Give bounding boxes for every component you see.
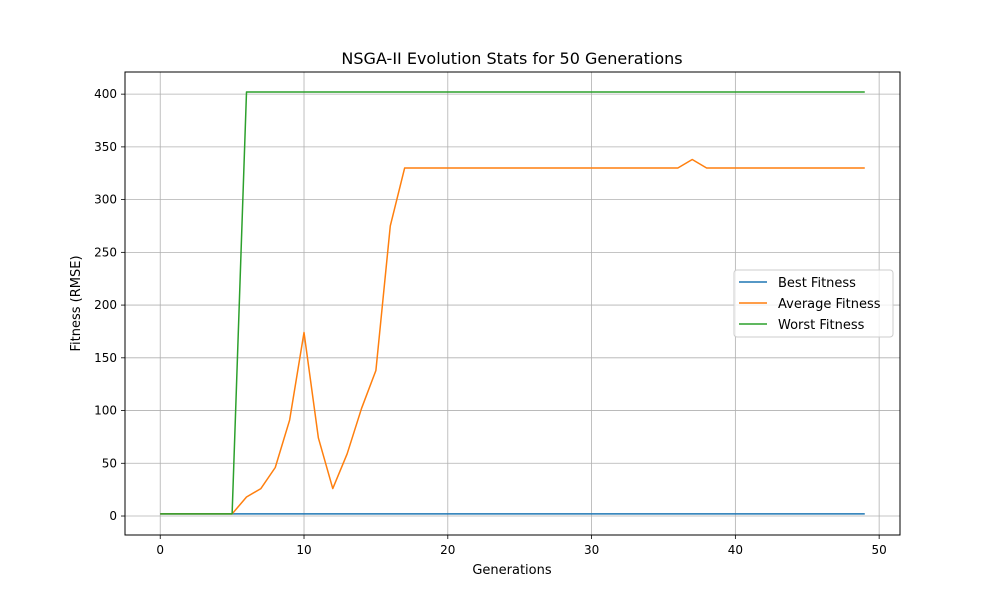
series-line-worst-fitness <box>160 91 865 515</box>
y-tick-label: 150 <box>94 351 117 365</box>
y-tick-label: 350 <box>94 140 117 154</box>
y-tick-label: 400 <box>94 87 117 101</box>
x-axis-label: Generations <box>472 563 552 578</box>
legend: Best Fitness Average Fitness Worst Fitness <box>733 269 894 338</box>
x-tick-label: 0 <box>156 543 164 557</box>
plot-frame <box>124 71 901 536</box>
x-tick-label: 40 <box>728 543 743 557</box>
y-axis-label: Fitness (RMSE) <box>69 255 84 351</box>
y-tick-label: 250 <box>94 245 117 259</box>
y-tick-label: 300 <box>94 193 117 207</box>
y-tick-label: 100 <box>94 404 117 418</box>
legend-label-average-fitness: Average Fitness <box>778 297 881 312</box>
series-line-average-fitness <box>160 158 865 515</box>
series-lines <box>160 91 865 515</box>
chart-title: NSGA-II Evolution Stats for 50 Generatio… <box>341 49 682 68</box>
legend-label-worst-fitness: Worst Fitness <box>778 318 865 333</box>
axis-ticks: 0 10 20 30 40 50 0 50 100 150 200 250 300 350 400 <box>94 87 887 557</box>
y-tick-label: 0 <box>109 509 117 523</box>
x-tick-label: 30 <box>584 543 599 557</box>
x-tick-label: 10 <box>296 543 311 557</box>
y-tick-label: 200 <box>94 298 117 312</box>
x-tick-label: 50 <box>872 543 887 557</box>
y-tick-label: 50 <box>102 456 117 470</box>
legend-box <box>733 269 894 338</box>
legend-label-best-fitness: Best Fitness <box>778 276 856 291</box>
x-tick-label: 20 <box>440 543 455 557</box>
